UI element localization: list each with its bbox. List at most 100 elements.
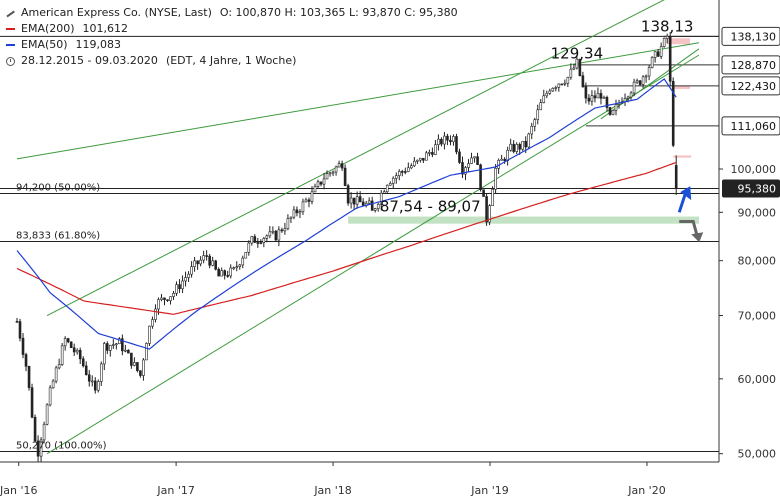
- candle-body: [638, 80, 642, 85]
- candle-body: [229, 267, 233, 277]
- legend-period: 28.12.2015 - 09.03.2020: [21, 54, 158, 67]
- legend-ema50-row[interactable]: EMA(50) 119,083: [6, 37, 458, 53]
- candle-body: [404, 171, 407, 173]
- candle-body: [641, 76, 645, 85]
- candle-body: [48, 387, 52, 406]
- candle-body: [593, 95, 597, 99]
- candle-body: [548, 90, 552, 94]
- candle-body: [151, 319, 154, 327]
- candle-body: [90, 380, 94, 383]
- candle-body: [476, 156, 479, 166]
- candle-body: [325, 173, 329, 180]
- candle-body: [455, 136, 458, 153]
- price-level-tag: 111,060: [721, 116, 780, 136]
- candle-body: [482, 189, 485, 197]
- price-level-tag: 128,870: [721, 55, 780, 75]
- candle-body: [63, 338, 67, 347]
- candle-body: [277, 229, 281, 241]
- candle-body: [569, 68, 573, 78]
- candle-body: [175, 284, 178, 294]
- candle-body: [69, 341, 73, 349]
- candle-body: [575, 58, 579, 69]
- candle-body: [190, 266, 193, 275]
- candle-body: [66, 338, 70, 343]
- candle-body: [346, 185, 350, 204]
- candle-body: [211, 260, 214, 266]
- candle-body: [283, 228, 287, 232]
- y-tick-label: 70,000: [738, 310, 777, 323]
- y-tick-label: 90,000: [738, 206, 777, 219]
- x-tick-label: Jan '16: [0, 484, 37, 497]
- candle-body: [530, 125, 534, 135]
- annotation-label: 87,54 - 89,07: [380, 198, 481, 216]
- candle-body: [127, 349, 130, 354]
- candle-body: [361, 201, 365, 206]
- price-level-tag: 138,130: [721, 26, 780, 46]
- price-level-box: [721, 26, 780, 46]
- candle-body: [133, 362, 136, 366]
- annotation-label: 138,13: [641, 17, 694, 35]
- price-level-box: [721, 55, 780, 75]
- candle-body: [81, 358, 85, 367]
- candle-body: [331, 171, 335, 174]
- candle-body: [54, 367, 58, 382]
- candle-body: [99, 363, 103, 382]
- candle-body: [202, 255, 205, 261]
- candle-body: [355, 196, 359, 205]
- candle-body: [181, 280, 184, 290]
- candle-body: [611, 110, 615, 115]
- candle-body: [464, 167, 467, 175]
- resistance-zone: [673, 155, 692, 158]
- candle-body: [373, 208, 377, 211]
- candle-body: [461, 162, 464, 175]
- price-level-label: 128,870: [731, 59, 777, 72]
- fibonacci-level-label: 94,200 (50.00%): [16, 183, 100, 194]
- candle-body: [316, 181, 320, 187]
- legend-ema50-label: EMA(50): [21, 38, 68, 51]
- candle-body: [647, 67, 651, 77]
- candle-body: [30, 387, 34, 418]
- support-zone: [348, 216, 699, 224]
- price-level-label: 111,060: [731, 120, 777, 133]
- candle-body: [328, 172, 332, 175]
- candle-body: [452, 136, 455, 143]
- candle-body: [659, 46, 663, 57]
- candle-body: [274, 230, 278, 241]
- candle-body: [232, 267, 236, 269]
- candle-body: [238, 264, 242, 267]
- legend-title: American Express Co. (NYSE, Last): [21, 6, 212, 19]
- candle-body: [578, 58, 582, 77]
- candle-body: [379, 192, 383, 205]
- arrow-down-icon: [679, 220, 699, 237]
- candle-body: [539, 102, 543, 111]
- current-price-box: [722, 179, 780, 198]
- candle-body: [394, 175, 398, 179]
- candle-body: [205, 255, 208, 257]
- candle-body: [235, 266, 239, 268]
- candle-body: [169, 296, 172, 302]
- candle-body: [515, 144, 518, 152]
- candle-body: [102, 343, 106, 365]
- candle-body: [370, 200, 374, 211]
- candle-body: [313, 186, 317, 193]
- candle-body: [674, 165, 678, 189]
- candle-body: [509, 143, 512, 151]
- candle-body: [431, 152, 434, 155]
- candle-body: [602, 96, 606, 99]
- legend-ema200-value: 101,612: [82, 22, 129, 35]
- candle-body: [262, 238, 266, 243]
- candle-body: [39, 439, 43, 457]
- candle-body: [560, 83, 564, 86]
- candle-body: [500, 158, 503, 161]
- y-tick-label: 80,000: [738, 255, 777, 268]
- price-level-tag: 122,430: [721, 76, 780, 96]
- trendline-channel-lower: [46, 54, 700, 455]
- candle-body: [160, 297, 163, 300]
- legend-ema200-row[interactable]: EMA(200) 101,612: [6, 21, 458, 37]
- candle-body: [503, 158, 506, 161]
- clock-icon: [6, 56, 15, 66]
- candle-body: [142, 359, 145, 376]
- candles: [15, 31, 678, 462]
